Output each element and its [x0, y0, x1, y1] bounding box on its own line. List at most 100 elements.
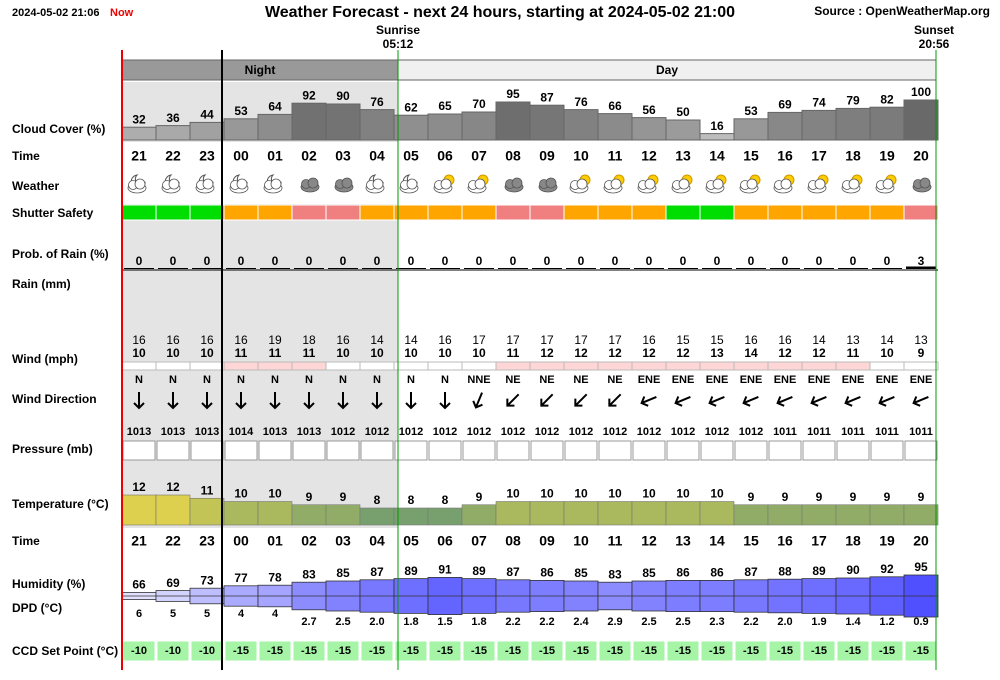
- wind-gust: 17: [608, 333, 622, 347]
- wind-speed: 12: [608, 346, 622, 360]
- time-label: 16: [777, 148, 793, 164]
- pressure-value: 1012: [535, 426, 559, 438]
- wind-gust: 16: [200, 333, 214, 347]
- wind-gust: 16: [642, 333, 656, 347]
- temperature-value: 10: [710, 487, 724, 501]
- ccd-value: -15: [879, 645, 895, 657]
- now-label: Now: [110, 7, 134, 19]
- cloud-icon: [270, 178, 282, 190]
- row-label: Temperature (°C): [12, 497, 109, 511]
- ccd-value: -15: [777, 645, 793, 657]
- rain-prob: 0: [170, 254, 177, 268]
- humidity-value: 69: [166, 576, 180, 590]
- time-label: 11: [608, 533, 623, 549]
- cloud-icon: [474, 178, 486, 190]
- time-label: 21: [131, 148, 147, 164]
- wind-gust: 16: [438, 333, 452, 347]
- temperature-value: 9: [340, 490, 347, 504]
- wind-gust: 13: [846, 333, 860, 347]
- wind-speed: 13: [710, 346, 724, 360]
- humidity-value: 89: [404, 564, 418, 578]
- cloud-icon: [236, 178, 248, 190]
- dpd-value: 2.3: [709, 616, 724, 628]
- wind-bar: [597, 361, 633, 371]
- time-label: 15: [743, 148, 759, 164]
- cloud-bar: [801, 109, 837, 141]
- wind-speed: 12: [540, 346, 554, 360]
- wind-gust: 16: [166, 333, 180, 347]
- wind-arrow: [674, 396, 691, 407]
- pressure-value: 1011: [807, 426, 831, 438]
- time-label: 10: [573, 533, 589, 549]
- wind-dir: ENE: [706, 374, 729, 386]
- shutter-cell: [733, 204, 769, 221]
- ccd-cell: [156, 640, 190, 662]
- time-label: 14: [709, 533, 725, 549]
- wind-dir: N: [169, 374, 177, 386]
- time-label: 18: [845, 533, 861, 549]
- dpd-value: 4: [238, 608, 245, 620]
- cloud-icon: [712, 178, 724, 190]
- cloud-bar: [393, 114, 429, 141]
- wind-gust: 16: [744, 333, 758, 347]
- timestamp: 2024-05-02 21:06: [12, 7, 99, 19]
- rain-prob: 0: [884, 254, 891, 268]
- time-label: 12: [641, 533, 657, 549]
- time-label: 02: [301, 148, 317, 164]
- wind-dir: NE: [539, 374, 554, 386]
- temperature-bar: [529, 501, 565, 526]
- wind-dir: ENE: [638, 374, 661, 386]
- rain-prob-bar: [770, 268, 800, 269]
- humidity-value: 87: [744, 565, 758, 579]
- temperature-value: 9: [918, 490, 925, 504]
- dpd-value: 2.0: [369, 616, 384, 628]
- pressure-cell: [836, 440, 870, 461]
- rain-prob-bar: [532, 268, 562, 269]
- humidity-value: 91: [438, 563, 452, 577]
- cloud-value: 79: [846, 94, 860, 108]
- time-label: 06: [437, 148, 453, 164]
- cloud-icon: [307, 177, 319, 189]
- wind-speed: 10: [404, 346, 418, 360]
- rain-prob: 3: [918, 254, 925, 268]
- rain-prob: 0: [476, 254, 483, 268]
- wind-speed: 12: [574, 346, 588, 360]
- humidity-value: 95: [914, 560, 928, 574]
- rain-prob-bar: [906, 266, 936, 269]
- rain-prob: 0: [510, 254, 517, 268]
- ccd-value: -15: [505, 645, 521, 657]
- ccd-value: -15: [369, 645, 385, 657]
- humidity-value: 89: [472, 564, 486, 578]
- wind-arrow: [742, 396, 759, 407]
- rain-prob-bar: [736, 268, 766, 269]
- ccd-value: -15: [335, 645, 351, 657]
- rain-prob-bar: [668, 268, 698, 269]
- time-label: 22: [165, 533, 181, 549]
- rain-prob-bar: [294, 268, 324, 269]
- wind-gust: 17: [506, 333, 520, 347]
- dpd-value: 0.9: [913, 616, 928, 628]
- rain-prob: 0: [782, 254, 789, 268]
- wind-bar: [665, 361, 701, 371]
- cloud-value: 62: [404, 100, 418, 114]
- cloud-icon: [644, 178, 656, 190]
- ccd-cell: [326, 640, 360, 662]
- cloud-icon: [134, 178, 146, 190]
- rain-prob-bar: [124, 268, 154, 269]
- time-label: 15: [743, 533, 759, 549]
- pressure-value: 1013: [127, 426, 151, 438]
- rain-prob: 0: [680, 254, 687, 268]
- wind-arrow: [133, 392, 145, 410]
- humidity-value: 73: [200, 573, 214, 587]
- dpd-value: 5: [170, 608, 176, 620]
- ccd-value: -15: [641, 645, 657, 657]
- time-label: 19: [879, 148, 895, 164]
- pressure-value: 1014: [229, 426, 254, 438]
- rain-prob: 0: [204, 254, 211, 268]
- ccd-value: -10: [165, 645, 181, 657]
- wind-dir: ENE: [672, 374, 695, 386]
- time-label: 06: [437, 533, 453, 549]
- time-label: 10: [573, 148, 589, 164]
- pressure-value: 1012: [501, 426, 525, 438]
- time-label: 07: [471, 533, 487, 549]
